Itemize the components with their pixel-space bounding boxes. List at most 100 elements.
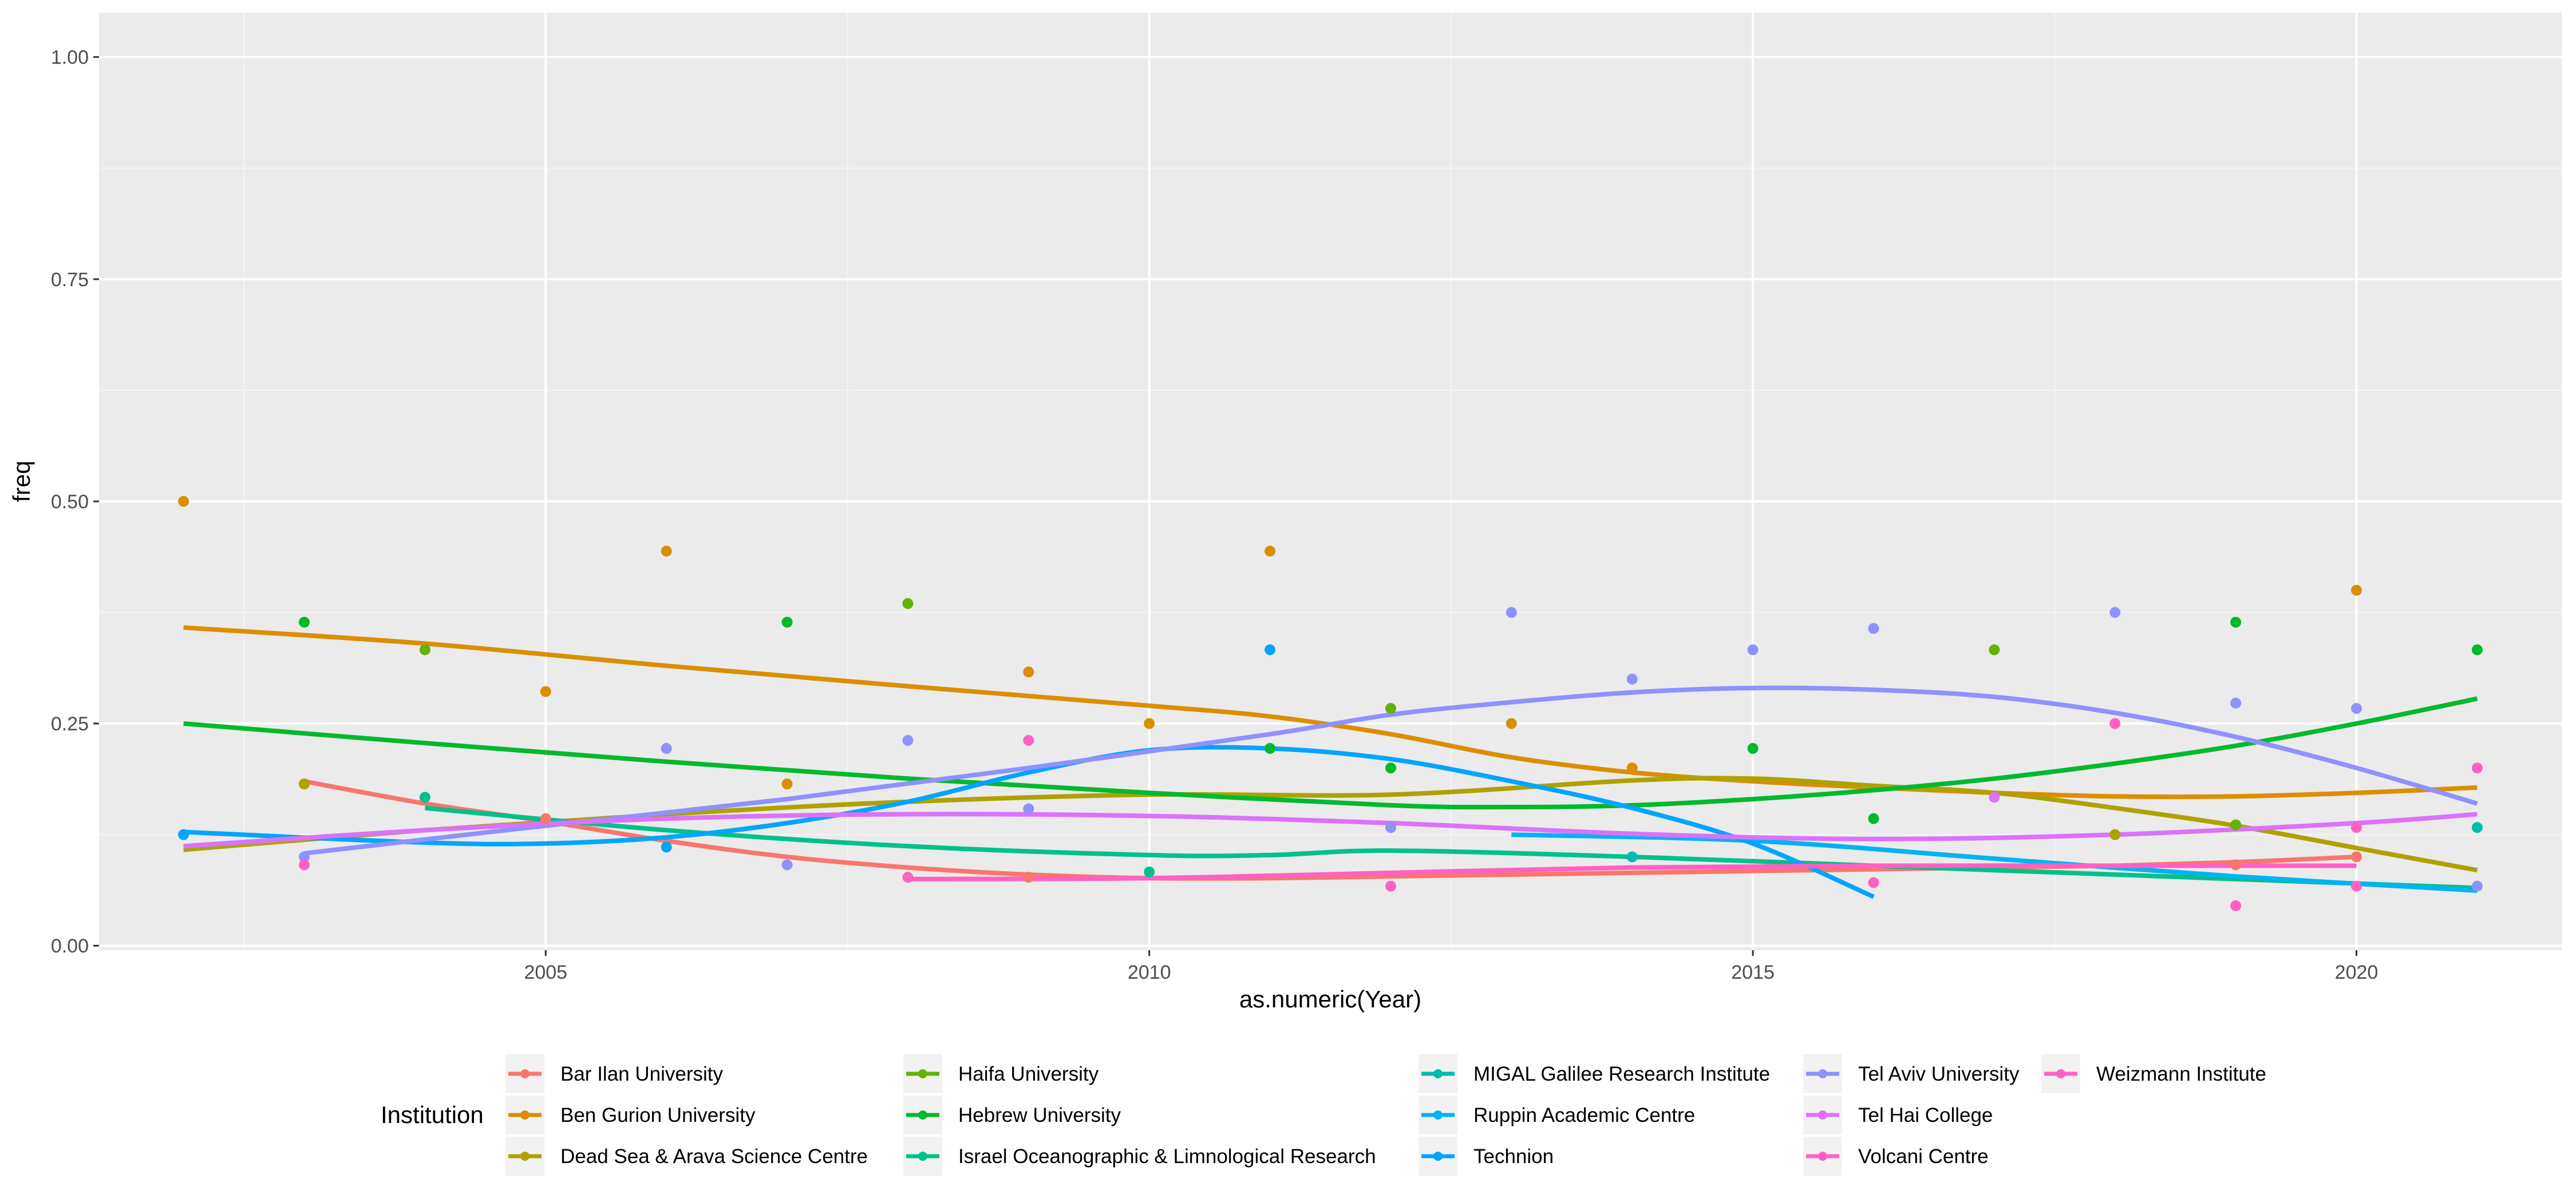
legend-label: Ben Gurion University [560, 1104, 756, 1126]
data-point [661, 841, 672, 853]
data-point [1265, 743, 1276, 754]
legend-key-point [918, 1152, 927, 1161]
data-point [1626, 762, 1638, 774]
data-point [1385, 762, 1396, 774]
data-point [1385, 880, 1396, 892]
trend-line [183, 812, 2478, 849]
legend-label: Tel Aviv University [1858, 1063, 2020, 1085]
legend-key-point [1433, 1069, 1443, 1078]
data-point [299, 851, 310, 863]
data-point [1747, 743, 1759, 754]
data-point [540, 686, 551, 697]
legend-key-point [520, 1110, 530, 1120]
legend-item: Hebrew University [903, 1096, 1121, 1134]
legend-key-point [1433, 1110, 1443, 1120]
legend-key-point [2056, 1069, 2065, 1078]
data-point [419, 792, 430, 803]
data-point [2230, 819, 2242, 831]
data-point [2351, 703, 2362, 714]
y-tick-label: 0.75 [51, 269, 89, 291]
data-point [1385, 822, 1396, 833]
legend-label: Tel Hai College [1858, 1104, 1993, 1126]
data-point [1265, 644, 1276, 655]
legend-label: MIGAL Galilee Research Institute [1473, 1063, 1770, 1085]
trend-line [1511, 832, 2478, 893]
legend-label: Weizmann Institute [2096, 1063, 2266, 1085]
data-point [902, 872, 914, 883]
data-point [2109, 607, 2121, 618]
data-point [1023, 735, 1034, 746]
legend-item: Bar Ilan University [505, 1054, 723, 1093]
data-point [1144, 718, 1155, 729]
y-tick-label: 0.50 [51, 491, 89, 513]
legend-item: Weizmann Institute [2041, 1054, 2266, 1093]
x-axis: 2005 2010 2015 2020 [524, 950, 2378, 983]
data-point [2471, 762, 2483, 774]
legend-key-point [1818, 1152, 1827, 1161]
data-point [299, 859, 310, 871]
data-point [1868, 623, 1879, 634]
data-point [178, 496, 189, 507]
legend-key-point [1433, 1152, 1443, 1161]
legend-key-point [1818, 1110, 1827, 1120]
legend-item: Volcani Centre [1803, 1137, 1989, 1176]
legend-item: MIGAL Galilee Research Institute [1419, 1054, 1770, 1093]
data-point [2230, 859, 2242, 871]
data-point [1868, 813, 1879, 824]
data-point [2109, 718, 2121, 729]
y-axis: 0.00 0.25 0.50 0.75 1.00 [51, 47, 99, 957]
data-point [2351, 880, 2362, 892]
data-point [2471, 644, 2483, 655]
legend-item: Israel Oceanographic & Limnological Rese… [903, 1137, 1376, 1176]
legend-title: Institution [381, 1101, 484, 1128]
data-point [661, 545, 672, 557]
legend-label: Bar Ilan University [560, 1063, 723, 1085]
data-point [1023, 803, 1034, 814]
data-point [1506, 607, 1517, 618]
legend-label: Dead Sea & Arava Science Centre [560, 1145, 868, 1168]
data-point [1747, 644, 1759, 655]
data-point [1265, 545, 1276, 557]
data-point [540, 813, 551, 824]
data-points [178, 496, 2483, 911]
data-point [1626, 673, 1638, 685]
trend-line [907, 863, 2357, 881]
data-point [419, 644, 430, 655]
data-point [1506, 718, 1517, 729]
legend-label: Ruppin Academic Centre [1473, 1104, 1695, 1126]
data-point [1989, 792, 2000, 803]
data-point [1989, 644, 2000, 655]
data-point [781, 859, 793, 871]
data-point [902, 735, 914, 746]
y-axis-title: freq [8, 461, 35, 502]
data-point [1144, 866, 1155, 877]
y-tick-label: 0.25 [51, 713, 89, 735]
x-tick-label: 2005 [524, 962, 567, 983]
legend-item: Tel Hai College [1803, 1096, 1993, 1134]
data-point [781, 778, 793, 790]
data-point [1868, 877, 1879, 888]
data-point [902, 598, 914, 609]
data-point [2471, 822, 2483, 833]
legend-item: Technion [1419, 1137, 1554, 1176]
data-point [661, 743, 672, 754]
legend-key-point [520, 1152, 530, 1161]
legend-item: Haifa University [903, 1054, 1099, 1093]
data-point [781, 616, 793, 628]
legend-label: Technion [1473, 1145, 1554, 1168]
data-point [2471, 880, 2483, 892]
data-point [1385, 703, 1396, 714]
data-point [299, 616, 310, 628]
legend-key-point [918, 1110, 927, 1120]
trend-line [183, 625, 2478, 800]
legend-key-point [918, 1069, 927, 1078]
data-point [2351, 822, 2362, 833]
legend-item: Ben Gurion University [505, 1096, 756, 1134]
x-tick-label: 2010 [1128, 962, 1171, 983]
data-point [2230, 616, 2242, 628]
data-point [2109, 829, 2121, 840]
data-point [2230, 697, 2242, 709]
x-tick-label: 2015 [1731, 962, 1775, 983]
data-point [2351, 851, 2362, 863]
